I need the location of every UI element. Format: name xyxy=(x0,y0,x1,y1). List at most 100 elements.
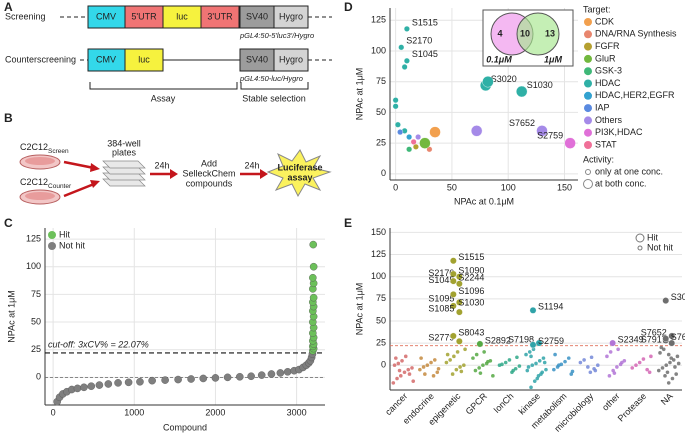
legend-marker xyxy=(635,233,645,243)
panel-label: C xyxy=(4,216,13,230)
point xyxy=(620,360,624,365)
point xyxy=(223,373,232,382)
point xyxy=(412,143,419,150)
y-tick-label: 50 xyxy=(376,315,386,325)
step-label: SelleckChem xyxy=(182,168,235,178)
point xyxy=(407,372,412,376)
bracket-label: Stable selection xyxy=(242,93,306,103)
point xyxy=(661,347,666,352)
plasmid-name: pGL4:50-luc/Hygro xyxy=(239,74,303,83)
x-axis-title: NPAc at 0.1μM xyxy=(454,196,514,206)
point xyxy=(148,376,156,385)
point xyxy=(662,335,670,343)
point-label: S1095 xyxy=(428,294,454,304)
y-tick-label: 125 xyxy=(26,233,41,243)
point xyxy=(607,374,612,378)
point xyxy=(276,369,285,377)
x-axis-title: Compound xyxy=(163,422,207,432)
venn-circle xyxy=(516,12,560,56)
legend-marker xyxy=(584,91,592,100)
point xyxy=(477,366,481,370)
point xyxy=(403,25,410,32)
point-label: S1030 xyxy=(527,80,553,90)
point xyxy=(418,367,422,372)
legend-label: DNA/RNA Synthesis xyxy=(595,29,677,39)
point xyxy=(309,273,317,282)
point xyxy=(526,365,531,369)
point xyxy=(516,85,528,98)
venn-count: 13 xyxy=(545,28,555,38)
point xyxy=(397,368,402,373)
point xyxy=(649,354,653,359)
legend-marker xyxy=(585,169,591,175)
x-tick-label: kinase xyxy=(517,391,542,416)
legend-marker xyxy=(584,141,592,149)
legend-label: GSK-3 xyxy=(595,66,622,76)
point xyxy=(449,277,457,285)
point xyxy=(391,381,396,385)
point xyxy=(309,262,318,271)
point xyxy=(663,374,667,378)
arrow xyxy=(63,182,95,198)
point xyxy=(406,146,413,153)
point xyxy=(578,360,583,365)
point xyxy=(449,257,457,265)
point xyxy=(589,355,594,360)
point xyxy=(415,133,422,140)
point xyxy=(668,332,676,340)
point xyxy=(503,360,508,365)
point xyxy=(582,358,586,362)
point xyxy=(529,306,537,314)
point xyxy=(419,137,431,149)
point xyxy=(398,374,403,378)
point xyxy=(392,103,399,110)
point xyxy=(283,368,292,376)
point xyxy=(605,354,609,359)
point xyxy=(664,363,669,368)
y-axis-title: NPAc at 1μM xyxy=(354,283,364,336)
point xyxy=(454,367,459,372)
plate-label: plates xyxy=(112,147,137,157)
point xyxy=(400,358,404,363)
point xyxy=(421,365,426,369)
point xyxy=(675,354,680,359)
bracket xyxy=(89,82,238,90)
point xyxy=(665,370,670,375)
point xyxy=(436,366,441,371)
point xyxy=(247,372,255,381)
point xyxy=(397,129,404,136)
y-tick-label: 25 xyxy=(376,138,386,148)
point xyxy=(448,358,452,362)
point xyxy=(656,368,661,373)
point-label: S2349 xyxy=(618,334,644,344)
x-tick-label: 2000 xyxy=(205,407,225,417)
point xyxy=(486,359,490,364)
point xyxy=(482,350,486,354)
x-tick-label: 3000 xyxy=(287,407,307,417)
x-tick-label: Protease xyxy=(616,391,649,424)
point-label: S7652 xyxy=(641,327,667,337)
point xyxy=(532,379,537,383)
point xyxy=(586,365,590,369)
dish xyxy=(25,157,55,165)
point xyxy=(658,351,662,355)
box-label: SV40 xyxy=(246,54,268,64)
arrow xyxy=(63,160,95,170)
step-label: Add xyxy=(201,158,217,168)
legend-label: Hit xyxy=(647,232,658,242)
point xyxy=(478,371,483,375)
point xyxy=(80,383,88,392)
arrowhead xyxy=(90,163,100,172)
point xyxy=(666,381,671,385)
point xyxy=(458,365,462,369)
point xyxy=(410,138,417,145)
point xyxy=(564,137,576,149)
point xyxy=(674,372,678,376)
point-label: S1030 xyxy=(458,297,484,307)
arrowhead xyxy=(90,180,100,188)
point xyxy=(401,63,408,70)
point xyxy=(309,293,318,302)
point xyxy=(596,363,600,368)
plasmid-name: pGL4:50-5'luc3'/Hygro xyxy=(239,31,314,40)
